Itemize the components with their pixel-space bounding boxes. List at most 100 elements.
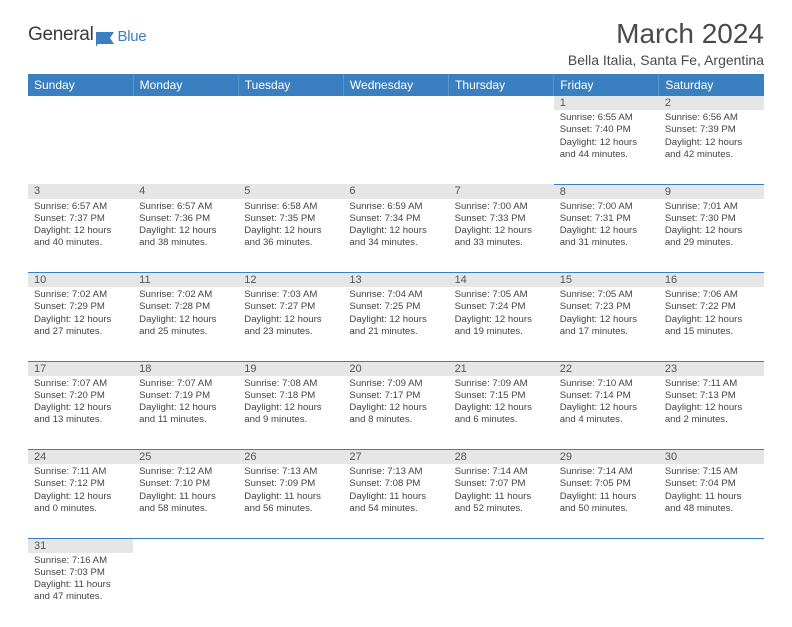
day-number-cell: 8: [554, 184, 659, 199]
day-details: Sunrise: 7:04 AMSunset: 7:25 PMDaylight:…: [343, 287, 448, 342]
day-number-cell: 12: [238, 273, 343, 288]
day-body-cell: [343, 110, 448, 184]
day-details: Sunrise: 7:01 AMSunset: 7:30 PMDaylight:…: [659, 199, 764, 254]
day-details: Sunrise: 7:14 AMSunset: 7:05 PMDaylight:…: [554, 464, 659, 519]
day-number-cell: [133, 538, 238, 553]
day-body-cell: Sunrise: 6:56 AMSunset: 7:39 PMDaylight:…: [659, 110, 764, 184]
day-body-cell: Sunrise: 7:00 AMSunset: 7:33 PMDaylight:…: [449, 199, 554, 273]
day-body-cell: Sunrise: 7:05 AMSunset: 7:23 PMDaylight:…: [554, 287, 659, 361]
logo: General Blue: [28, 18, 146, 46]
day-body-cell: Sunrise: 7:16 AMSunset: 7:03 PMDaylight:…: [28, 553, 133, 627]
day-number-cell: 24: [28, 450, 133, 465]
day-details: Sunrise: 6:59 AMSunset: 7:34 PMDaylight:…: [343, 199, 448, 254]
day-body-cell: [28, 110, 133, 184]
day-body-cell: Sunrise: 7:11 AMSunset: 7:13 PMDaylight:…: [659, 376, 764, 450]
day-number-cell: 2: [659, 96, 764, 110]
day-number-cell: 30: [659, 450, 764, 465]
day-number-cell: 4: [133, 184, 238, 199]
day-body-cell: [238, 110, 343, 184]
day-details: Sunrise: 7:05 AMSunset: 7:24 PMDaylight:…: [449, 287, 554, 342]
day-number-cell: [238, 538, 343, 553]
day-number-cell: [28, 96, 133, 110]
day-details: Sunrise: 7:11 AMSunset: 7:12 PMDaylight:…: [28, 464, 133, 519]
day-number-row: 24252627282930: [28, 450, 764, 465]
day-number-cell: [343, 538, 448, 553]
weekday-header: Friday: [554, 74, 659, 96]
header: General Blue March 2024 Bella Italia, Sa…: [28, 18, 764, 68]
day-number-cell: [343, 96, 448, 110]
day-number-cell: [554, 538, 659, 553]
day-details: Sunrise: 7:00 AMSunset: 7:31 PMDaylight:…: [554, 199, 659, 254]
day-details: Sunrise: 7:06 AMSunset: 7:22 PMDaylight:…: [659, 287, 764, 342]
day-details: Sunrise: 7:15 AMSunset: 7:04 PMDaylight:…: [659, 464, 764, 519]
day-details: Sunrise: 7:12 AMSunset: 7:10 PMDaylight:…: [133, 464, 238, 519]
day-body-cell: Sunrise: 6:58 AMSunset: 7:35 PMDaylight:…: [238, 199, 343, 273]
day-number-row: 17181920212223: [28, 361, 764, 376]
day-body-cell: Sunrise: 7:02 AMSunset: 7:28 PMDaylight:…: [133, 287, 238, 361]
day-body-cell: Sunrise: 7:09 AMSunset: 7:15 PMDaylight:…: [449, 376, 554, 450]
day-number-cell: 31: [28, 538, 133, 553]
weekday-header: Tuesday: [238, 74, 343, 96]
day-number-row: 31: [28, 538, 764, 553]
day-number-cell: 27: [343, 450, 448, 465]
day-number-cell: 20: [343, 361, 448, 376]
day-details: Sunrise: 7:03 AMSunset: 7:27 PMDaylight:…: [238, 287, 343, 342]
day-body-cell: Sunrise: 6:57 AMSunset: 7:36 PMDaylight:…: [133, 199, 238, 273]
day-body-cell: Sunrise: 7:13 AMSunset: 7:09 PMDaylight:…: [238, 464, 343, 538]
day-body-cell: [449, 110, 554, 184]
day-body-cell: Sunrise: 7:04 AMSunset: 7:25 PMDaylight:…: [343, 287, 448, 361]
weekday-header: Monday: [133, 74, 238, 96]
day-body-cell: Sunrise: 7:02 AMSunset: 7:29 PMDaylight:…: [28, 287, 133, 361]
day-body-cell: Sunrise: 6:59 AMSunset: 7:34 PMDaylight:…: [343, 199, 448, 273]
location-text: Bella Italia, Santa Fe, Argentina: [568, 52, 764, 68]
day-number-cell: 14: [449, 273, 554, 288]
day-details: Sunrise: 7:09 AMSunset: 7:15 PMDaylight:…: [449, 376, 554, 431]
day-details: Sunrise: 6:57 AMSunset: 7:37 PMDaylight:…: [28, 199, 133, 254]
day-details: Sunrise: 7:02 AMSunset: 7:28 PMDaylight:…: [133, 287, 238, 342]
day-details: Sunrise: 7:07 AMSunset: 7:20 PMDaylight:…: [28, 376, 133, 431]
logo-text-blue: Blue: [118, 28, 147, 46]
day-body-cell: Sunrise: 6:55 AMSunset: 7:40 PMDaylight:…: [554, 110, 659, 184]
logo-text-general: General: [28, 24, 94, 46]
day-body-cell: Sunrise: 7:15 AMSunset: 7:04 PMDaylight:…: [659, 464, 764, 538]
day-number-cell: 23: [659, 361, 764, 376]
day-body-cell: Sunrise: 7:14 AMSunset: 7:05 PMDaylight:…: [554, 464, 659, 538]
day-body-row: Sunrise: 7:07 AMSunset: 7:20 PMDaylight:…: [28, 376, 764, 450]
day-number-row: 10111213141516: [28, 273, 764, 288]
day-details: Sunrise: 7:10 AMSunset: 7:14 PMDaylight:…: [554, 376, 659, 431]
calendar-body: 12 Sunrise: 6:55 AMSunset: 7:40 PMDayligh…: [28, 96, 764, 627]
day-body-row: Sunrise: 6:55 AMSunset: 7:40 PMDaylight:…: [28, 110, 764, 184]
flag-icon: [96, 28, 118, 46]
day-number-cell: 28: [449, 450, 554, 465]
day-number-cell: 11: [133, 273, 238, 288]
day-number-cell: 18: [133, 361, 238, 376]
day-number-cell: 22: [554, 361, 659, 376]
day-body-cell: Sunrise: 7:08 AMSunset: 7:18 PMDaylight:…: [238, 376, 343, 450]
day-number-cell: 26: [238, 450, 343, 465]
day-details: Sunrise: 7:13 AMSunset: 7:09 PMDaylight:…: [238, 464, 343, 519]
day-body-cell: [133, 553, 238, 627]
weekday-header: Sunday: [28, 74, 133, 96]
day-number-cell: 29: [554, 450, 659, 465]
day-body-cell: Sunrise: 7:09 AMSunset: 7:17 PMDaylight:…: [343, 376, 448, 450]
day-body-cell: [133, 110, 238, 184]
day-number-cell: 15: [554, 273, 659, 288]
day-number-cell: 16: [659, 273, 764, 288]
weekday-header: Saturday: [659, 74, 764, 96]
day-body-cell: [343, 553, 448, 627]
day-number-cell: 7: [449, 184, 554, 199]
day-body-cell: Sunrise: 7:14 AMSunset: 7:07 PMDaylight:…: [449, 464, 554, 538]
day-number-cell: [133, 96, 238, 110]
day-details: Sunrise: 7:09 AMSunset: 7:17 PMDaylight:…: [343, 376, 448, 431]
day-body-cell: Sunrise: 7:06 AMSunset: 7:22 PMDaylight:…: [659, 287, 764, 361]
day-number-cell: 5: [238, 184, 343, 199]
day-number-cell: 13: [343, 273, 448, 288]
page-title: March 2024: [568, 18, 764, 50]
day-body-cell: Sunrise: 7:05 AMSunset: 7:24 PMDaylight:…: [449, 287, 554, 361]
day-details: Sunrise: 7:13 AMSunset: 7:08 PMDaylight:…: [343, 464, 448, 519]
day-body-row: Sunrise: 7:02 AMSunset: 7:29 PMDaylight:…: [28, 287, 764, 361]
day-details: Sunrise: 7:07 AMSunset: 7:19 PMDaylight:…: [133, 376, 238, 431]
day-body-cell: [659, 553, 764, 627]
day-details: Sunrise: 6:57 AMSunset: 7:36 PMDaylight:…: [133, 199, 238, 254]
day-number-cell: 9: [659, 184, 764, 199]
